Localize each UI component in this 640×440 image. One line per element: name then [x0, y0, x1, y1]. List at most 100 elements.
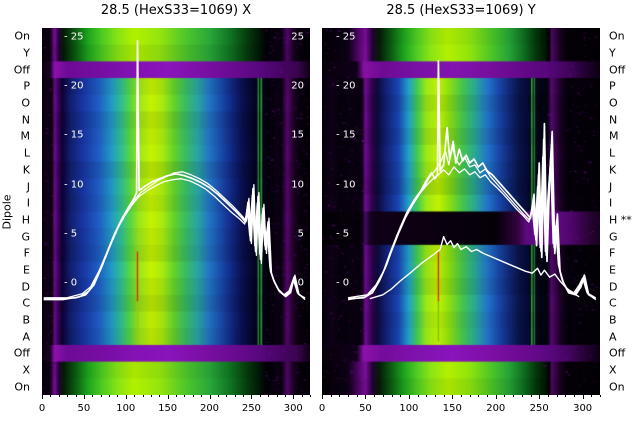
row-label-right-4: O: [609, 96, 618, 110]
x-tick-mark: [356, 395, 358, 397]
x-tick-mark: [521, 395, 523, 397]
y-tick-label: - 5: [64, 228, 78, 240]
x-tick-mark: [176, 395, 177, 397]
row-label-right-18: A: [609, 330, 617, 344]
row-label-left-17: B: [22, 313, 30, 327]
x-tick-mark: [259, 395, 261, 397]
x-tick-mark: [382, 395, 384, 397]
row-label-right-7: L: [609, 146, 616, 160]
x-tick-label: 50: [77, 403, 91, 414]
x-tick-mark: [268, 395, 270, 397]
y-tick-label-right: 5: [297, 228, 304, 240]
x-tick-mark: [58, 395, 60, 397]
row-label-left-5: N: [21, 113, 30, 127]
x-tick-label: 300: [573, 403, 593, 414]
x-tick-label: 200: [486, 403, 506, 414]
row-label-right-20: X: [609, 363, 617, 377]
x-tick-mark: [50, 395, 52, 397]
x-tick-label: 150: [158, 403, 178, 414]
row-label-left-2: Off: [13, 63, 30, 77]
row-label-right-14: E: [609, 263, 616, 277]
x-tick-mark: [452, 395, 454, 399]
x-tick-mark: [513, 395, 515, 397]
row-label-right-15: D: [609, 280, 618, 294]
panel-y-title: 28.5 (HexS33=1069) Y: [386, 3, 536, 18]
row-label-left-20: X: [22, 363, 30, 377]
x-tick-mark: [109, 395, 110, 397]
row-label-left-9: J: [26, 180, 30, 193]
row-label-right-1: Y: [609, 46, 616, 60]
x-tick-mark: [434, 395, 436, 397]
row-label-right-11: H **: [609, 213, 632, 227]
row-label-left-4: O: [21, 96, 30, 110]
x-tick-mark: [426, 395, 428, 397]
y-tick-label-right: 0: [297, 277, 304, 289]
x-tick-label: 100: [116, 403, 136, 414]
x-tick-mark: [573, 395, 575, 397]
x-tick-mark: [400, 395, 402, 397]
x-tick-mark: [134, 395, 136, 397]
x-tick-mark: [565, 395, 567, 397]
x-tick-mark: [478, 395, 480, 397]
row-label-right-13: F: [609, 246, 616, 260]
x-tick-label: 200: [199, 403, 220, 414]
row-label-left-11: H: [21, 213, 30, 227]
row-label-right-5: N: [609, 113, 618, 127]
row-label-right-0: On: [609, 29, 625, 43]
y-tick-label: - 10: [64, 179, 84, 191]
x-tick-mark: [83, 395, 85, 399]
heatmap-canvas-y: [322, 28, 600, 395]
row-label-left-18: A: [22, 330, 30, 344]
x-tick-mark: [591, 395, 593, 397]
x-tick-mark: [67, 395, 69, 397]
x-tick-mark: [117, 395, 119, 397]
row-label-right-17: B: [609, 313, 617, 327]
x-tick-mark: [150, 395, 152, 397]
x-tick-mark: [495, 395, 497, 399]
x-tick-mark: [92, 395, 94, 397]
row-label-left-14: E: [23, 263, 30, 277]
y-tick-label: - 0: [336, 277, 350, 289]
x-tick-mark: [42, 395, 43, 399]
x-tick-mark: [339, 395, 341, 397]
x-tick-mark: [251, 395, 253, 399]
y-tick-label-right: 20: [291, 80, 304, 92]
y-tick-label: - 5: [336, 228, 350, 240]
heatmap-panel-y: - 25 - 20 - 15 - 10 - 5 - 0: [322, 28, 600, 395]
heatmap-panel-x: - 25 25 - 20 20 - 15 15 - 10 10 - 5 5 - 0 0: [42, 28, 310, 395]
x-tick-mark: [142, 395, 144, 397]
x-tick-label: 250: [529, 403, 549, 414]
x-tick-mark: [209, 395, 211, 399]
row-label-left-10: I: [26, 196, 30, 210]
x-tick-mark: [469, 395, 471, 397]
x-tick-mark: [348, 395, 350, 397]
x-tick-mark: [184, 395, 186, 397]
row-label-left-3: P: [23, 79, 30, 93]
x-tick-mark: [487, 395, 489, 397]
row-label-right-16: C: [609, 296, 617, 310]
row-label-left-0: On: [14, 29, 30, 43]
x-tick-mark: [301, 395, 303, 397]
x-tick-mark: [276, 395, 278, 397]
x-tick-mark: [167, 395, 169, 399]
row-label-left-13: F: [23, 246, 30, 260]
x-tick-mark: [600, 395, 601, 397]
x-tick-mark: [547, 395, 549, 397]
x-tick-mark: [582, 395, 584, 399]
y-tick-label: - 25: [336, 31, 356, 43]
row-label-right-8: K: [609, 163, 617, 177]
x-tick-mark: [243, 395, 244, 397]
x-tick-mark: [217, 395, 219, 397]
y-tick-label: - 25: [64, 31, 84, 43]
y-tick-label: - 0: [64, 277, 78, 289]
row-label-right-19: Off: [609, 346, 626, 360]
y-tick-label: - 20: [336, 80, 356, 92]
x-tick-mark: [226, 395, 228, 397]
x-tick-label: 150: [442, 403, 462, 414]
row-label-left-12: G: [21, 230, 30, 243]
row-label-left-6: M: [20, 129, 31, 143]
panel-x-title: 28.5 (HexS33=1069) X: [100, 3, 252, 18]
x-tick-mark: [201, 395, 203, 397]
x-tick-mark: [310, 395, 311, 397]
x-tick-mark: [125, 395, 127, 399]
